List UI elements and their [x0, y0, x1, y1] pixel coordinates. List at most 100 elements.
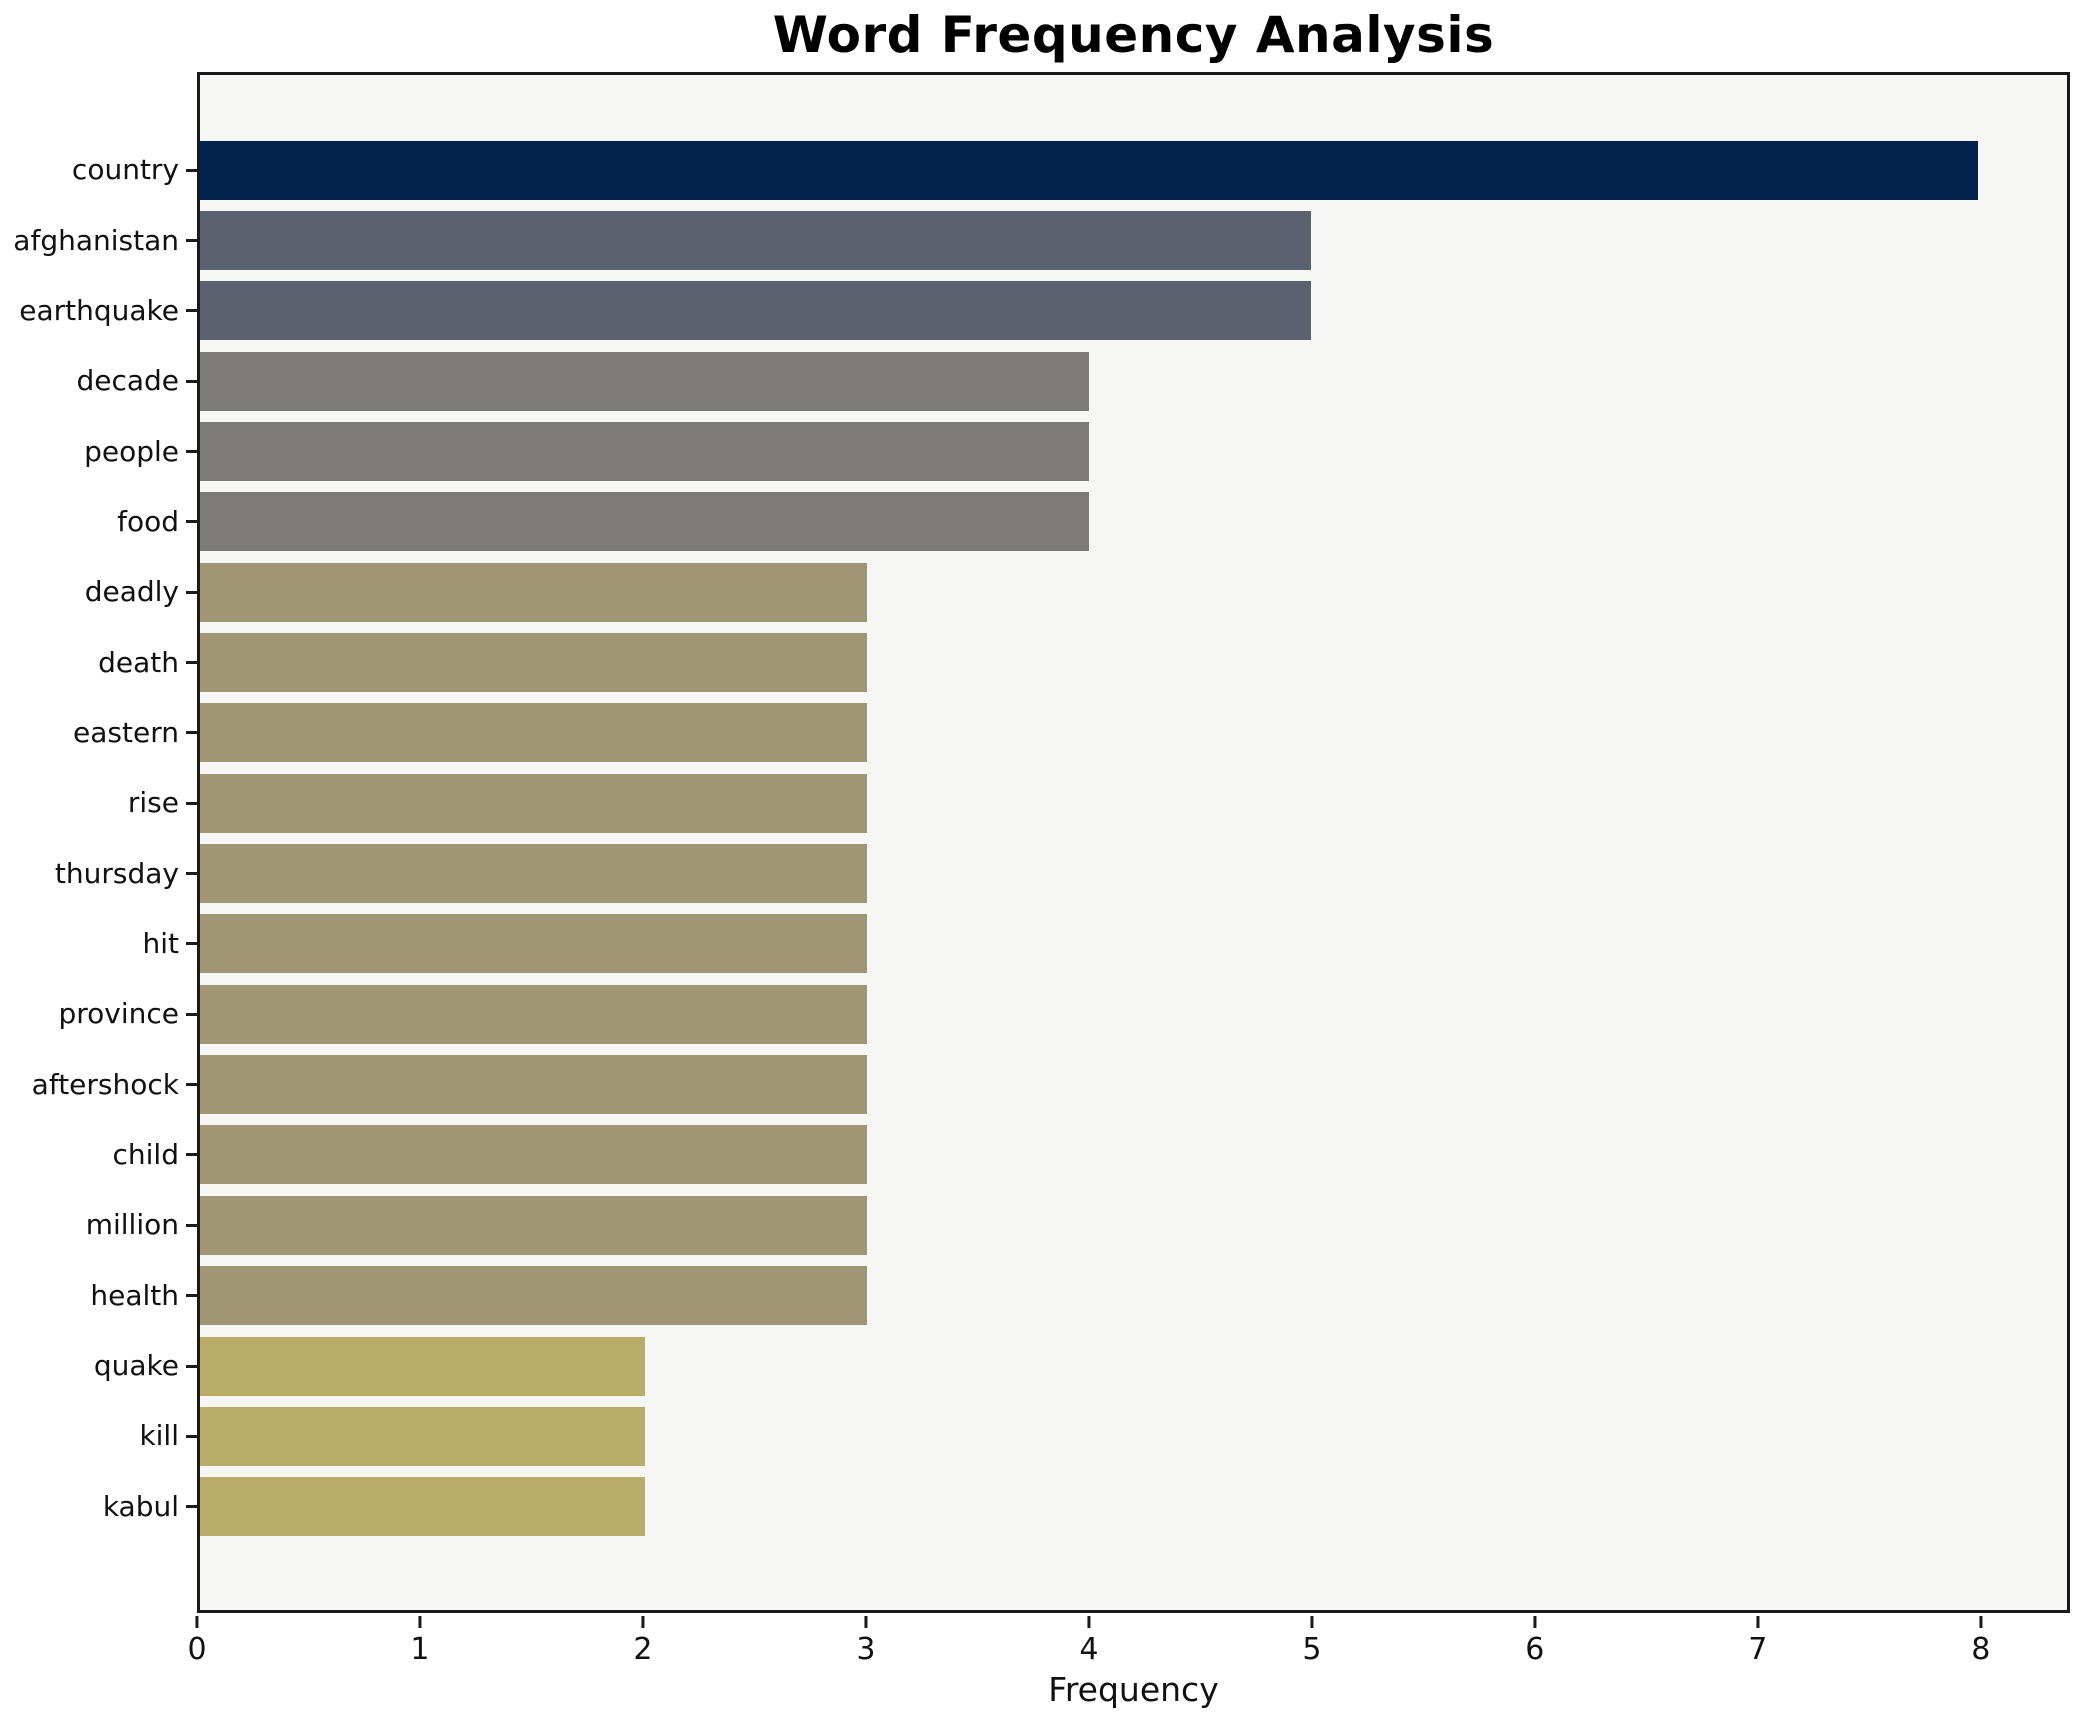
x-tick-group: 5: [1302, 1616, 1321, 1665]
y-tick-mark: [186, 520, 197, 524]
y-tick-label-child: child: [112, 1137, 179, 1171]
x-tick-mark: [418, 1616, 422, 1628]
x-tick-label: 4: [1079, 1632, 1099, 1667]
bar-row: aftershock: [32, 1049, 2067, 1119]
y-tick-label-country: country: [71, 153, 179, 187]
y-tick-label-province: province: [58, 997, 179, 1031]
bar-row: quake: [94, 1331, 2067, 1401]
x-tick-group: 1: [410, 1616, 430, 1667]
y-tick-mark: [186, 1505, 197, 1509]
x-tick-label: 1: [410, 1632, 430, 1667]
x-tick-mark: [195, 1616, 199, 1628]
bar-aftershock: [200, 1055, 867, 1115]
x-tick-label: 0: [187, 1632, 207, 1667]
y-tick-label-death: death: [98, 645, 179, 679]
x-tick-group: 3: [856, 1616, 875, 1665]
x-axis-label: Frequency: [1048, 1670, 1219, 1709]
y-tick-label-hit: hit: [142, 926, 179, 960]
y-tick-label-thursday: thursday: [54, 856, 179, 890]
y-tick-label-million: million: [85, 1208, 179, 1242]
chart-title: Word Frequency Analysis: [772, 6, 1495, 64]
y-tick-mark: [186, 942, 197, 946]
y-tick-mark: [186, 731, 197, 735]
bar-country: [200, 140, 1979, 200]
bar-row: earthquake: [19, 276, 2067, 346]
bar-kabul: [200, 1477, 645, 1537]
y-tick-label-earthquake: earthquake: [19, 293, 179, 327]
bar-rise: [200, 773, 867, 833]
bar-row: food: [117, 487, 2067, 557]
y-tick-mark: [186, 801, 197, 805]
bar-deadly: [200, 562, 867, 622]
plot-area: country afghanistan earthquake decade people…: [13, 72, 2070, 1613]
y-tick-mark: [186, 1223, 197, 1227]
bar-earthquake: [200, 281, 1312, 341]
y-tick-label-food: food: [117, 504, 179, 538]
bar-row: child: [113, 1120, 2067, 1190]
bar-eastern: [200, 703, 867, 763]
x-tick-group: 8: [1971, 1616, 1990, 1665]
x-tick-mark: [1979, 1616, 1983, 1628]
bar-row: province: [58, 979, 2067, 1049]
bar-health: [200, 1266, 867, 1326]
y-tick-mark: [186, 1153, 197, 1157]
x-tick-group: 6: [1525, 1616, 1544, 1665]
y-tick-label-aftershock: aftershock: [31, 1067, 179, 1101]
bar-row: eastern: [73, 698, 2067, 768]
x-tick-mark: [641, 1616, 645, 1628]
y-tick-mark: [186, 239, 197, 243]
bar-row: kabul: [103, 1472, 2067, 1542]
y-tick-mark: [186, 661, 197, 665]
y-tick-label-eastern: eastern: [73, 715, 179, 749]
bar-hit: [200, 914, 867, 974]
bar-people: [200, 422, 1090, 482]
x-tick-mark: [1087, 1616, 1091, 1628]
bar-row: decade: [76, 346, 2067, 416]
bar-quake: [200, 1336, 645, 1396]
y-tick-label-quake: quake: [93, 1349, 179, 1383]
x-tick-label: 2: [633, 1632, 653, 1667]
bar-row: million: [86, 1190, 2067, 1260]
x-tick-mark: [1756, 1616, 1760, 1628]
x-tick-group: 7: [1748, 1616, 1767, 1665]
bar-row: kill: [139, 1401, 2067, 1471]
y-tick-label-kabul: kabul: [102, 1489, 179, 1523]
y-tick-mark: [186, 379, 197, 383]
y-tick-mark: [186, 309, 197, 313]
x-tick-group: 4: [1079, 1616, 1098, 1665]
x-tick-mark: [1310, 1616, 1314, 1628]
bar-row: health: [90, 1261, 2067, 1331]
bar-death: [200, 633, 867, 693]
bar-thursday: [200, 844, 867, 904]
x-tick-group: 2: [633, 1616, 652, 1665]
y-tick-label-deadly: deadly: [84, 575, 179, 609]
bar-kill: [200, 1406, 645, 1466]
y-tick-mark: [186, 168, 197, 172]
bar-row: hit: [142, 909, 2067, 979]
x-tick-mark: [864, 1616, 868, 1628]
y-tick-label-health: health: [90, 1278, 179, 1312]
bar-million: [200, 1195, 867, 1255]
y-tick-label-rise: rise: [127, 786, 179, 820]
y-tick-mark: [186, 1364, 197, 1368]
y-tick-mark: [186, 1294, 197, 1298]
y-tick-mark: [186, 1012, 197, 1016]
x-tick-label: 8: [1971, 1632, 1991, 1667]
plot-rows: country afghanistan earthquake decade people…: [13, 75, 2067, 1610]
x-tick-mark: [1533, 1616, 1537, 1628]
bar-row: deadly: [85, 557, 2067, 627]
y-tick-label-afghanistan: afghanistan: [13, 223, 179, 257]
bar-row: rise: [128, 768, 2067, 838]
bar-food: [200, 492, 1090, 552]
y-tick-mark: [186, 1083, 197, 1087]
x-tick-label: 7: [1748, 1632, 1768, 1667]
bar-province: [200, 984, 867, 1044]
y-tick-mark: [186, 590, 197, 594]
y-tick-label-people: people: [84, 434, 179, 468]
bar-row: country: [72, 135, 2067, 205]
bar-decade: [200, 351, 1090, 411]
bar-row: death: [98, 627, 2067, 697]
bar-row: afghanistan: [13, 205, 2067, 275]
bar-afghanistan: [200, 211, 1312, 271]
